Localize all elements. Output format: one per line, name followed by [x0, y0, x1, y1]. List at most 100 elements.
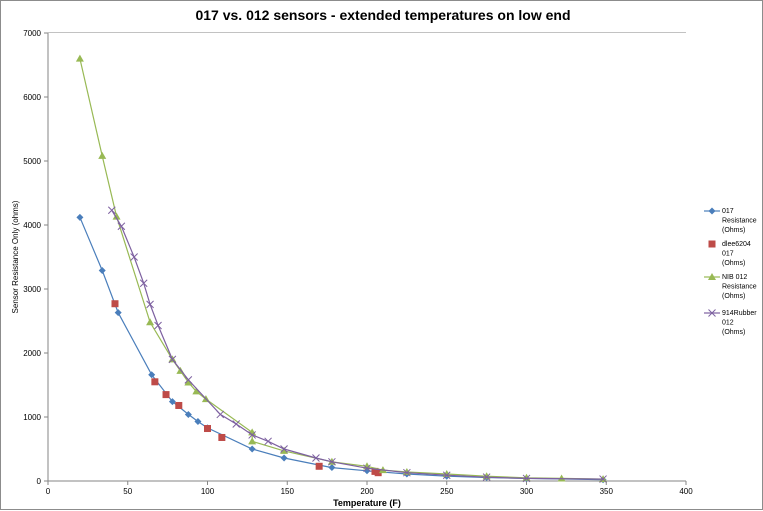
- data-point-x: [168, 355, 177, 364]
- data-point-square: [218, 433, 226, 441]
- data-point-x: [107, 206, 116, 215]
- data-point-diamond: [248, 445, 256, 453]
- data-point-x: [146, 300, 154, 309]
- data-point-diamond: [184, 410, 192, 418]
- data-point-x: [312, 454, 320, 462]
- legend-item-4: 914Rubber 012 (Ohms): [704, 309, 757, 336]
- data-point-square: [151, 378, 159, 386]
- series-4: [107, 206, 607, 483]
- data-point-diamond: [168, 398, 176, 406]
- y-axis-title: Sensor Resistance Only (ohms): [11, 200, 20, 313]
- y-tick-label: 2000: [23, 349, 41, 358]
- legend-label: Resistance: [722, 284, 757, 291]
- data-point-triangle: [708, 273, 716, 280]
- data-point-diamond: [148, 371, 156, 379]
- data-point-x: [139, 279, 148, 288]
- data-point-x-stroke: [107, 206, 116, 215]
- data-point-x: [442, 471, 451, 480]
- legend-item-1: 017 Resistance (Ohms): [704, 207, 757, 234]
- data-point-x-stroke: [184, 376, 193, 384]
- legend-label: Resistance: [722, 218, 757, 225]
- data-point-diamond: [98, 266, 106, 274]
- data-point-x-stroke: [522, 474, 531, 483]
- data-point-triangle: [557, 474, 566, 482]
- data-point-x-stroke: [264, 437, 272, 446]
- legend-label: 914Rubber: [722, 310, 757, 317]
- y-tick-label: 6000: [23, 93, 41, 102]
- data-point-triangle: [192, 387, 201, 395]
- legend-label: dlee6204: [722, 241, 751, 248]
- data-point-square: [315, 462, 323, 470]
- data-point-x-stroke: [154, 321, 162, 330]
- data-point-x-stroke: [248, 431, 257, 439]
- data-point-triangle: [146, 318, 155, 326]
- data-point-x-stroke: [442, 471, 451, 480]
- series-2: [111, 300, 382, 477]
- data-point-x: [403, 468, 411, 477]
- data-point-x: [216, 410, 225, 419]
- legend-label: (Ohms): [722, 227, 745, 234]
- data-point-diamond: [114, 309, 122, 317]
- x-tick-label: 400: [679, 487, 693, 496]
- x-tick-label: 0: [46, 487, 51, 496]
- x-tick-label: 150: [281, 487, 295, 496]
- data-point-triangle: [112, 212, 121, 220]
- y-tick-label: 5000: [23, 157, 41, 166]
- legend-label: (Ohms): [722, 260, 745, 267]
- data-point-x-stroke: [312, 454, 320, 462]
- data-point-diamond: [708, 207, 716, 215]
- data-point-x: [328, 457, 336, 466]
- data-point-x-stroke: [328, 457, 336, 466]
- x-axis-title: Temperature (F): [333, 498, 401, 508]
- data-point-x: [522, 474, 531, 483]
- series-layer: [75, 54, 608, 484]
- y-tick-label: 0: [37, 477, 42, 486]
- legend-label: (Ohms): [722, 293, 745, 300]
- data-point-x: [154, 321, 162, 330]
- data-point-triangle: [280, 446, 289, 454]
- data-point-x-stroke: [599, 475, 607, 483]
- y-tick-label: 3000: [23, 285, 41, 294]
- legend-label: NIB 012: [722, 274, 747, 281]
- data-point-x-stroke: [146, 300, 154, 309]
- data-point-x: [248, 431, 257, 439]
- data-point-x-stroke: [280, 445, 288, 453]
- x-tick-label: 350: [600, 487, 614, 496]
- legend-item-3: NIB 012 Resistance (Ohms): [704, 273, 757, 300]
- x-tick-label: 100: [201, 487, 215, 496]
- data-point-square: [374, 469, 382, 477]
- data-point-diamond: [194, 417, 202, 425]
- data-point-x: [264, 437, 272, 446]
- data-point-x-stroke: [168, 355, 177, 364]
- y-tick-label: 1000: [23, 413, 41, 422]
- x-tick-label: 300: [520, 487, 534, 496]
- data-point-x-stroke: [216, 410, 225, 419]
- y-tick-label: 4000: [23, 221, 41, 230]
- chart-title: 017 vs. 012 sensors - extended temperatu…: [195, 7, 570, 23]
- data-point-x-stroke: [482, 473, 491, 482]
- x-ticks: 0 50 100 150 200 250 300 350 400: [46, 481, 693, 496]
- x-tick-label: 50: [123, 487, 132, 496]
- x-tick-label: 200: [360, 487, 374, 496]
- y-tick-label: 7000: [23, 29, 41, 38]
- plot-background: [48, 33, 686, 481]
- data-point-x-stroke: [363, 464, 371, 473]
- data-point-triangle: [184, 378, 193, 386]
- data-point-diamond: [76, 213, 84, 221]
- data-point-x-stroke: [139, 279, 148, 288]
- data-point-x: [232, 420, 241, 428]
- data-point-x: [184, 376, 193, 384]
- data-point-x: [130, 253, 138, 261]
- data-point-square: [175, 401, 183, 409]
- data-point-triangle: [75, 54, 84, 62]
- data-point-x-stroke: [130, 253, 138, 261]
- data-point-diamond: [328, 464, 336, 472]
- data-point-square: [708, 240, 716, 248]
- plot-area: [48, 33, 686, 481]
- legend-label: 017: [722, 251, 734, 258]
- data-point-square: [111, 300, 119, 308]
- data-point-x-stroke: [232, 420, 241, 428]
- data-point-x: [117, 222, 126, 231]
- data-point-x: [708, 309, 716, 317]
